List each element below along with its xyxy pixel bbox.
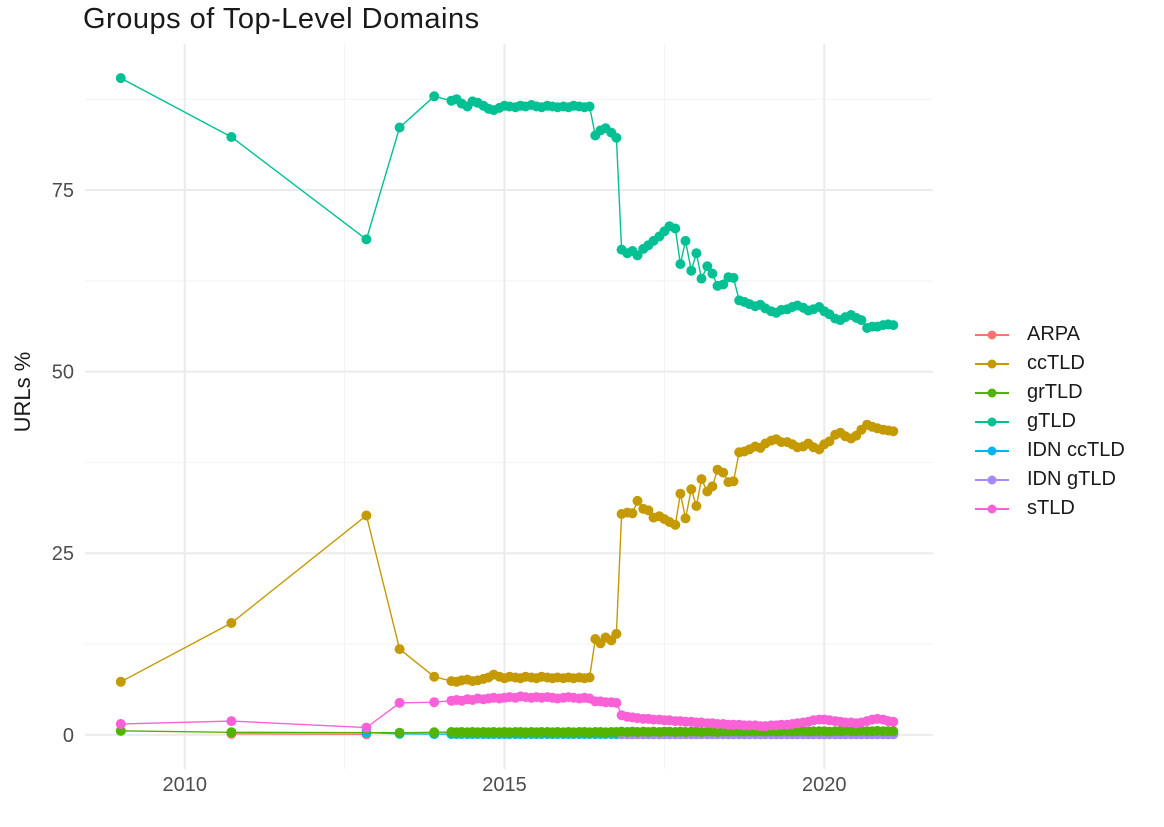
series-cctld <box>115 419 899 687</box>
gridlines-minor <box>85 44 933 769</box>
legend-item-idn-gtld: IDN gTLD <box>975 465 1125 494</box>
y-tick-label: 25 <box>52 543 74 565</box>
chart-title: Groups of Top-Level Domains <box>83 3 480 35</box>
x-tick-label: 2015 <box>482 774 527 796</box>
legend-key-stld-icon <box>975 504 1009 513</box>
legend-item-idn-cctld: IDN ccTLD <box>975 436 1125 465</box>
legend-label: grTLD <box>1027 381 1083 403</box>
legend-item-cctld: ccTLD <box>975 349 1125 378</box>
y-tick-label: 0 <box>63 725 74 747</box>
y-tick-label: 75 <box>52 180 74 202</box>
legend-key-idn-gtld-icon <box>975 475 1009 484</box>
legend-item-arpa: ARPA <box>975 320 1125 349</box>
legend-label: gTLD <box>1027 410 1076 432</box>
legend: ARPA ccTLD grTLD gTLD IDN ccTLD IDN gTLD sTLD <box>975 320 1125 523</box>
legend-label: sTLD <box>1027 497 1075 519</box>
legend-key-cctld-icon <box>975 359 1009 368</box>
series-stld <box>115 691 899 733</box>
legend-label: ccTLD <box>1027 352 1085 374</box>
legend-label: IDN ccTLD <box>1027 439 1125 461</box>
series-grtld <box>115 725 899 738</box>
y-tick-labels: 0 25 50 75 <box>52 180 74 747</box>
legend-item-stld: sTLD <box>975 494 1125 523</box>
legend-key-arpa-icon <box>975 330 1009 339</box>
legend-key-gtld-icon <box>975 417 1009 426</box>
series-arpa <box>226 728 372 740</box>
y-tick-label: 50 <box>52 362 74 384</box>
legend-key-idn-cctld-icon <box>975 446 1009 455</box>
x-tick-label: 2020 <box>802 774 847 796</box>
x-tick-label: 2010 <box>163 774 208 796</box>
gridlines-major <box>85 44 933 769</box>
legend-label: IDN gTLD <box>1027 468 1116 490</box>
legend-label: ARPA <box>1027 323 1080 345</box>
x-tick-labels: 2010 2015 2020 <box>163 774 847 796</box>
series-gtld <box>115 73 899 333</box>
legend-key-grtld-icon <box>975 388 1009 397</box>
legend-item-grtld: grTLD <box>975 378 1125 407</box>
legend-item-gtld: gTLD <box>975 407 1125 436</box>
